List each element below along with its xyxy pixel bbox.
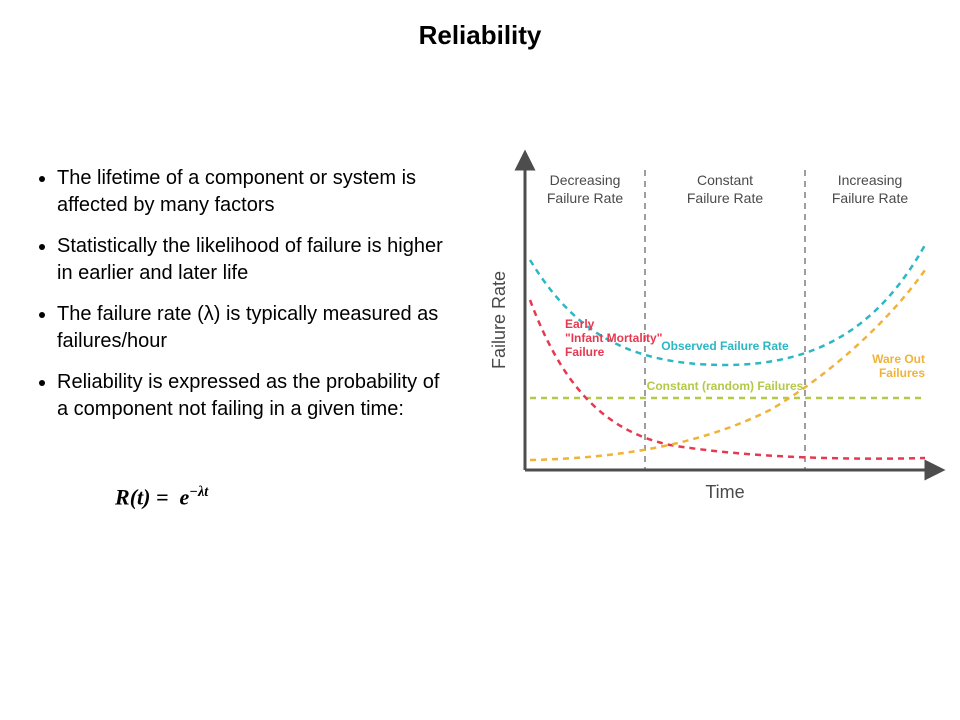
region-label: Failure Rate	[547, 190, 623, 206]
region-label: Decreasing	[550, 172, 621, 188]
chart-svg: Decreasing Failure Rate Constant Failure…	[470, 150, 940, 520]
region-label: Failure Rate	[687, 190, 763, 206]
x-axis-label: Time	[705, 482, 744, 502]
bullet-item: The failure rate (λ) is typically measur…	[57, 301, 455, 355]
constant-label: Constant (random) Failures	[647, 379, 804, 393]
observed-label: Observed Failure Rate	[661, 339, 789, 353]
bullet-item: Statistically the likelihood of failure …	[57, 233, 455, 287]
bullet-item: Reliability is expressed as the probabil…	[57, 369, 455, 423]
y-axis-label: Failure Rate	[489, 271, 509, 369]
infant-label: "Infant Mortality"	[565, 331, 662, 345]
region-label: Failure Rate	[832, 190, 908, 206]
bathtub-curve-chart: Decreasing Failure Rate Constant Failure…	[470, 150, 940, 520]
region-label: Increasing	[838, 172, 903, 188]
bullet-list: The lifetime of a component or system is…	[35, 165, 455, 437]
bullet-item: The lifetime of a component or system is…	[57, 165, 455, 219]
wearout-label: Failures	[879, 366, 925, 380]
page-title: Reliability	[0, 20, 960, 51]
region-label: Constant	[697, 172, 753, 188]
wearout-label: Ware Out	[872, 352, 925, 366]
reliability-formula: R(t) = e−λt	[115, 484, 208, 510]
infant-label: Failure	[565, 345, 605, 359]
infant-label: Early	[565, 317, 595, 331]
